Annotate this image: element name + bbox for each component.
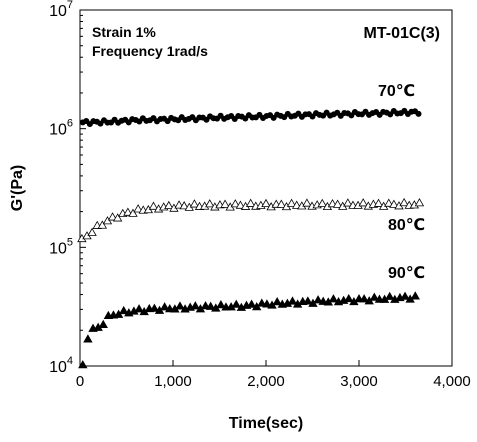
data-point [119, 305, 129, 315]
data-point [328, 294, 339, 303]
data-point [134, 304, 144, 313]
data-point [245, 198, 256, 207]
data-point [164, 200, 174, 210]
data-point [384, 198, 394, 207]
data-point [107, 212, 118, 221]
data-point [410, 291, 420, 300]
data-point [313, 295, 323, 304]
data-point [359, 294, 369, 303]
y-axis: 104 105 106 107 [49, 0, 86, 376]
data-point [246, 299, 257, 308]
data-point [414, 198, 425, 207]
data-point [216, 300, 226, 309]
data-point [332, 199, 343, 208]
x-tick-label: 4,000 [433, 373, 471, 390]
x-tick-label: 2,000 [247, 373, 285, 390]
data-point [318, 296, 328, 305]
data-point [98, 319, 108, 328]
data-point [123, 207, 133, 216]
series-0 [79, 107, 422, 128]
data-point [272, 297, 282, 306]
data-point [231, 299, 241, 308]
x-axis: 0 1,000 2,000 3,000 4,000 [76, 360, 471, 390]
data-point [149, 303, 160, 312]
data-point [128, 208, 138, 217]
y-tick-label: 107 [49, 0, 73, 20]
series-1 [77, 197, 425, 243]
series-2 [78, 291, 420, 369]
data-point [358, 198, 368, 207]
annotation-strain: Strain 1% [92, 24, 156, 40]
data-point [400, 291, 410, 300]
annotation-sample: MT-01C(3) [364, 25, 440, 42]
data-point [369, 292, 380, 301]
data-point [159, 302, 170, 311]
data-point [97, 220, 108, 229]
data-point [287, 296, 298, 305]
y-axis-label: G'(Pa) [9, 165, 26, 211]
data-point [257, 298, 267, 307]
data-point [344, 293, 354, 303]
data-point [303, 296, 313, 305]
data-point [205, 301, 216, 310]
data-point [205, 199, 215, 208]
data-point [317, 198, 327, 207]
data-point [262, 299, 272, 308]
data-point [112, 213, 123, 222]
data-point [179, 201, 189, 210]
data-point [343, 198, 353, 207]
data-point [87, 227, 97, 236]
data-point [133, 204, 143, 213]
data-point [292, 200, 302, 209]
x-tick-label: 0 [76, 373, 84, 390]
data-point [286, 198, 297, 207]
data-point [230, 199, 240, 208]
x-tick-label: 3,000 [340, 373, 378, 390]
data-point [261, 198, 271, 208]
data-point [276, 199, 287, 208]
series-label-80c: 80℃ [388, 217, 425, 234]
y-tick-label: 105 [49, 236, 73, 257]
data-point [385, 291, 395, 300]
series-label-70c: 70℃ [378, 83, 415, 100]
x-axis-label: Time(sec) [229, 415, 303, 432]
annotation-frequency: Frequency 1rad/s [92, 43, 208, 59]
series-label-90c: 90℃ [388, 265, 425, 282]
data-point [189, 199, 200, 208]
data-point [190, 301, 201, 310]
data-point [83, 334, 93, 343]
data-point [174, 200, 184, 209]
data-point [235, 200, 246, 209]
data-point [415, 110, 422, 117]
data-point [220, 199, 230, 208]
data-point [373, 198, 384, 207]
data-point [148, 201, 159, 210]
data-point [389, 199, 399, 208]
y-tick-label: 104 [49, 355, 73, 376]
data-point [302, 198, 312, 207]
series-layer [77, 107, 425, 369]
data-point [399, 197, 409, 207]
data-point [175, 301, 185, 310]
x-tick-label: 1,000 [154, 373, 192, 390]
y-tick-label: 106 [49, 118, 73, 139]
